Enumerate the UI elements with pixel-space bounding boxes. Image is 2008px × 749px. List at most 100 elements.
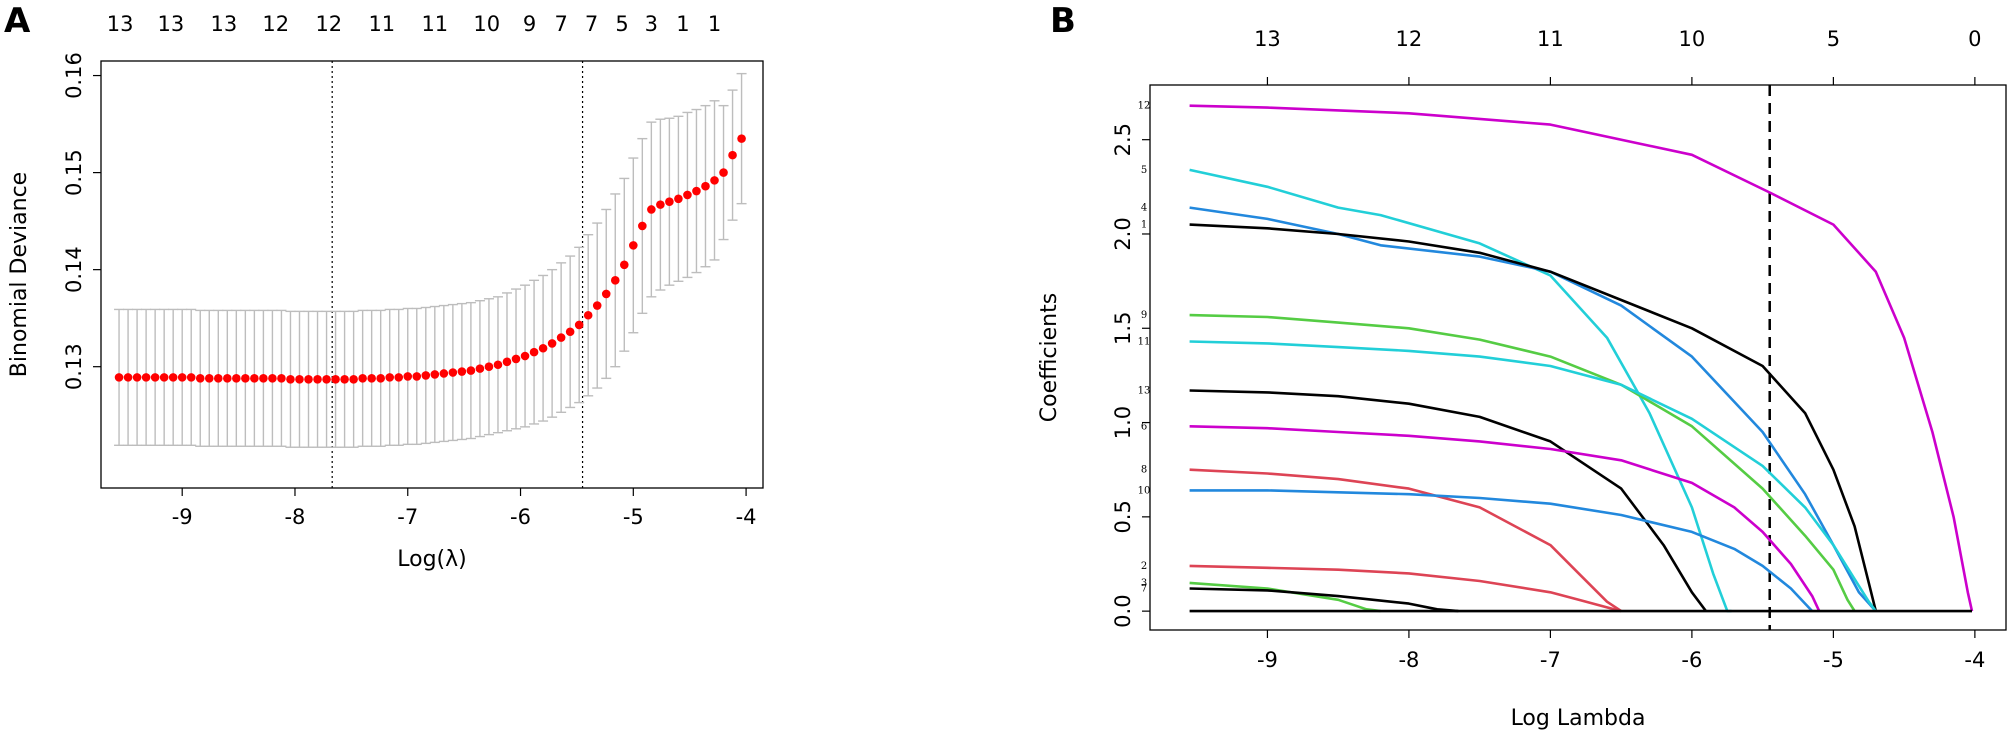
data-point xyxy=(223,374,232,383)
data-point xyxy=(421,371,431,380)
data-point xyxy=(241,374,250,383)
data-point xyxy=(168,373,178,382)
data-point xyxy=(250,374,259,383)
data-point xyxy=(674,194,683,204)
data-point xyxy=(186,373,196,382)
data-point xyxy=(538,343,548,353)
panel-a-label: A xyxy=(4,1,31,41)
path-label: 9 xyxy=(1141,310,1147,321)
x-tick-label: -7 xyxy=(1540,648,1561,672)
top-axis-label: 7 xyxy=(585,12,598,36)
coefficient-path-11 xyxy=(1189,340,1877,612)
data-point xyxy=(358,374,367,383)
data-point xyxy=(123,373,133,382)
data-point xyxy=(277,374,286,383)
data-point xyxy=(268,374,277,383)
data-point xyxy=(520,351,530,361)
data-point xyxy=(475,364,485,373)
data-point xyxy=(719,168,728,177)
coefficient-path-5 xyxy=(1189,168,1732,613)
top-axis-label: 7 xyxy=(554,12,567,36)
data-point xyxy=(484,362,494,371)
top-axis-label: 12 xyxy=(262,12,289,36)
data-point xyxy=(701,181,710,191)
data-point xyxy=(150,373,160,382)
data-point xyxy=(547,339,557,348)
top-axis-label: 12 xyxy=(315,12,342,36)
top-axis-label: 10 xyxy=(1679,27,1706,51)
top-axis-label: 0 xyxy=(1968,27,1981,51)
data-point xyxy=(710,176,719,185)
plot-frame xyxy=(100,60,764,489)
y-tick-label: 1.0 xyxy=(1111,406,1135,439)
data-point xyxy=(177,373,187,382)
path-label: 4 xyxy=(1141,203,1147,214)
y-tick-label: 2.5 xyxy=(1111,123,1135,156)
x-axis-title: Log(λ) xyxy=(397,547,466,572)
data-point xyxy=(665,197,674,207)
x-tick-label: -6 xyxy=(1681,648,1702,672)
x-tick-label: -4 xyxy=(1964,648,1985,672)
data-point xyxy=(331,375,340,384)
top-axis-label: 9 xyxy=(523,12,536,36)
coefficient-path-7 xyxy=(1189,587,1459,613)
data-point xyxy=(629,241,638,250)
data-point xyxy=(448,368,458,377)
path-label: 2 xyxy=(1141,561,1147,572)
x-tick-label: -5 xyxy=(1823,648,1844,672)
top-axis-label: 11 xyxy=(368,12,395,36)
data-point xyxy=(439,369,449,378)
data-point xyxy=(295,375,304,384)
top-axis-label: 12 xyxy=(1396,27,1423,51)
x-tick-label: -8 xyxy=(284,505,305,529)
data-point xyxy=(141,373,151,382)
data-point xyxy=(232,374,241,383)
path-label: 8 xyxy=(1141,465,1147,476)
coefficient-path-1 xyxy=(1189,223,1878,612)
data-point xyxy=(610,276,620,285)
x-axis-title: Log Lambda xyxy=(1511,706,1646,731)
top-axis-label: 13 xyxy=(107,12,134,36)
data-point xyxy=(502,357,512,367)
coefficient-path-12 xyxy=(1189,104,1974,612)
data-point xyxy=(574,320,584,330)
data-point xyxy=(647,205,656,214)
coefficient-path-2 xyxy=(1189,564,1622,613)
top-axis-label: 13 xyxy=(1254,27,1281,51)
data-point xyxy=(601,289,611,299)
data-point xyxy=(565,327,575,337)
data-point xyxy=(466,366,476,375)
x-tick-label: -7 xyxy=(397,505,418,529)
x-tick-label: -6 xyxy=(510,505,531,529)
top-axis-label: 5 xyxy=(615,12,628,36)
y-axis-title: Coefficients xyxy=(1037,293,1062,422)
data-point xyxy=(728,150,737,160)
y-tick-label: 0.15 xyxy=(62,149,86,196)
y-tick-label: 1.5 xyxy=(1111,312,1135,345)
coefficient-path-10 xyxy=(1189,489,1814,612)
path-label: 12 xyxy=(1138,101,1151,112)
y-tick-label: 0.5 xyxy=(1111,500,1135,533)
data-point xyxy=(529,347,539,357)
coefficient-path-9 xyxy=(1189,313,1856,612)
y-tick-label: 0.16 xyxy=(62,52,86,99)
data-point xyxy=(340,375,349,384)
data-point xyxy=(159,373,169,382)
x-tick-label: -8 xyxy=(1398,648,1419,672)
data-point xyxy=(367,374,376,383)
data-point xyxy=(376,374,385,383)
data-point xyxy=(403,372,413,381)
data-point xyxy=(204,374,214,383)
data-point xyxy=(322,375,331,384)
data-point xyxy=(213,374,223,383)
coefficient-path-8 xyxy=(1189,468,1622,613)
path-label: 6 xyxy=(1141,421,1147,432)
plot-frame xyxy=(1149,84,2007,631)
data-point xyxy=(638,221,647,231)
top-axis-label: 1 xyxy=(676,12,689,36)
data-point xyxy=(511,354,521,364)
x-tick-label: -5 xyxy=(623,505,644,529)
path-label: 10 xyxy=(1138,485,1151,496)
data-point xyxy=(430,370,440,379)
